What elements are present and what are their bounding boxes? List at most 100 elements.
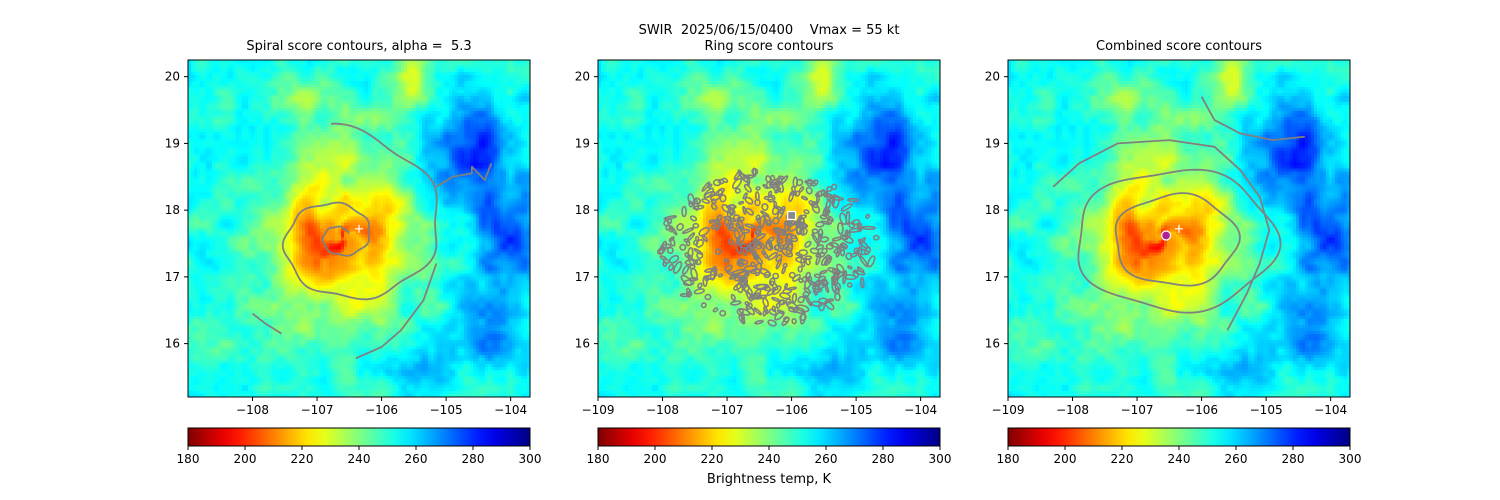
colorbar-label: Brightness temp, K xyxy=(706,472,832,487)
ring-score-contour xyxy=(792,273,801,282)
x-tick-label: −104 xyxy=(494,403,527,417)
panel-title-spiral: Spiral score contours, alpha = 5.3 xyxy=(246,39,472,54)
colorbar-tick-label: 180 xyxy=(587,452,610,466)
ring-score-contour xyxy=(724,264,733,272)
panel-title-ring: Ring score contours xyxy=(704,39,834,54)
ring-score-contour xyxy=(847,197,859,203)
x-tick-label: −106 xyxy=(775,403,808,417)
center-plus-marker xyxy=(1175,224,1183,233)
ring-score-contour xyxy=(742,283,750,292)
ring-score-contour xyxy=(692,222,700,229)
ring-score-contour xyxy=(774,244,783,253)
ring-score-contour xyxy=(717,273,724,278)
ring-score-contour xyxy=(823,190,829,198)
combined-center-circle-marker xyxy=(1160,230,1172,241)
ring-score-contour xyxy=(797,295,805,304)
ring-score-contour xyxy=(791,318,797,325)
ring-score-contour xyxy=(702,275,708,288)
colorbar-tick-label: 260 xyxy=(815,452,838,466)
ring-score-contour xyxy=(714,248,722,256)
ring-score-contour xyxy=(736,216,744,231)
colorbar-tick-label: 300 xyxy=(519,452,542,466)
score-contours xyxy=(251,122,493,360)
ring-score-contour xyxy=(693,197,701,205)
colorbar: 180 200 220 240 260 280 300 xyxy=(997,427,1361,466)
colorbar: 180 200 220 240 260 280 300 xyxy=(587,427,951,466)
ring-score-contour xyxy=(831,236,842,242)
y-tick-label: 18 xyxy=(575,203,590,217)
ring-score-contour xyxy=(685,287,691,295)
ring-score-contour xyxy=(767,194,776,203)
ring-score-contour xyxy=(746,241,755,252)
ring-score-contour xyxy=(804,255,813,260)
colorbar-tick-label: 260 xyxy=(1225,452,1248,466)
ring-score-contour xyxy=(753,233,766,242)
y-tick-label: 19 xyxy=(985,136,1000,150)
ring-score-contour xyxy=(872,234,880,241)
ring-score-contour xyxy=(733,170,741,181)
ring-score-contour xyxy=(779,175,789,185)
ring-score-contour xyxy=(845,210,851,225)
ring-score-contour xyxy=(758,267,771,276)
ring-score-contour xyxy=(772,181,780,192)
ring-score-contour xyxy=(786,286,798,291)
ring-score-contour xyxy=(687,247,694,260)
ring-score-contour xyxy=(734,187,741,194)
ring-score-contour xyxy=(835,245,842,258)
ring-score-contour xyxy=(742,246,748,257)
ring-score-contour xyxy=(754,319,764,325)
ring-score-contour xyxy=(799,311,806,325)
x-tick-label: −108 xyxy=(646,403,679,417)
ring-score-contour xyxy=(795,178,804,187)
ring-score-contour xyxy=(753,253,760,261)
ring-score-contour xyxy=(857,238,869,250)
ring-score-contour xyxy=(716,214,723,223)
ring-score-contour xyxy=(697,282,703,289)
colorbar-gradient xyxy=(597,427,941,447)
ring-score-contour xyxy=(785,298,792,305)
combined-contour-outer xyxy=(1052,139,1271,331)
y-tick-label: 16 xyxy=(575,337,590,351)
ring-score-contour xyxy=(726,218,732,229)
colorbar-tick-label: 280 xyxy=(462,452,485,466)
ring-score-contour xyxy=(662,261,668,267)
ring-score-contour xyxy=(867,255,876,268)
ring-score-contour xyxy=(806,278,818,288)
ring-score-contour xyxy=(815,252,826,258)
y-tick-label: 19 xyxy=(575,136,590,150)
ring-score-contour xyxy=(831,183,838,191)
ring-score-contour xyxy=(663,215,678,221)
ring-score-contour xyxy=(847,265,853,270)
ring-score-contour xyxy=(844,231,851,239)
y-tick-label: 16 xyxy=(165,337,180,351)
ring-score-contour xyxy=(770,280,779,291)
ring-score-contour xyxy=(740,228,751,234)
ring-score-contour xyxy=(853,269,866,276)
ring-score-contour xyxy=(840,242,849,250)
ring-score-contour xyxy=(774,310,785,321)
center-plus-marker xyxy=(355,224,363,233)
ring-score-contour xyxy=(818,301,826,312)
ring-score-contour xyxy=(768,308,777,316)
ring-score-contour xyxy=(772,227,786,235)
ring-score-contour xyxy=(827,298,834,302)
ring-score-contour xyxy=(831,268,840,280)
ring-score-contour xyxy=(856,224,863,231)
ring-score-contour xyxy=(693,247,704,256)
ring-score-contour xyxy=(763,251,769,259)
ring-score-contour xyxy=(742,205,747,215)
ring-score-contour xyxy=(761,203,769,211)
ring-score-contour xyxy=(834,269,841,277)
y-tick-label: 20 xyxy=(165,70,180,84)
ring-score-contour xyxy=(785,233,798,243)
ring-score-contour xyxy=(676,223,684,231)
colorbar-tick-label: 180 xyxy=(997,452,1020,466)
panel-1: −108 −107 −106 −105 −104 16 17 18 19 20 180 200 220 2… xyxy=(165,59,542,466)
ring-score-contour xyxy=(693,288,705,295)
combined-contour-north xyxy=(1200,96,1305,141)
ring-score-contour xyxy=(861,225,876,231)
ring-score-contour xyxy=(809,247,820,255)
figure-suptitle: SWIR 2025/06/15/0400 Vmax = 55 kt xyxy=(638,23,900,38)
ring-score-contour xyxy=(765,219,772,226)
